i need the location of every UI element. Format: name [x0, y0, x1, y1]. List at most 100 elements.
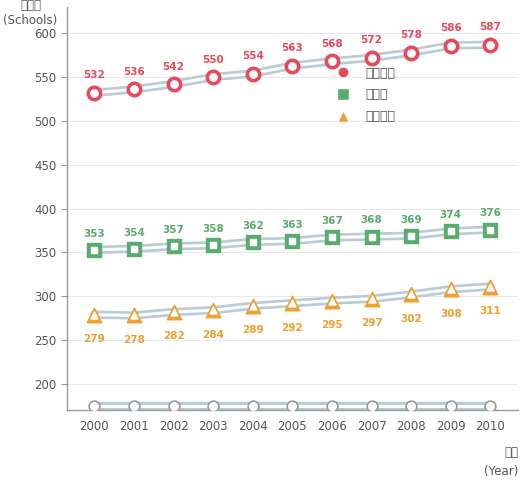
Text: 572: 572 — [361, 36, 383, 45]
Text: 578: 578 — [400, 30, 422, 40]
Point — [486, 402, 495, 409]
Text: 563: 563 — [281, 43, 303, 53]
Point — [90, 311, 99, 318]
Point — [368, 54, 376, 61]
Point — [288, 300, 297, 307]
Point — [209, 241, 217, 249]
Text: 363: 363 — [281, 220, 303, 230]
Text: 369: 369 — [401, 215, 422, 225]
Text: 376: 376 — [479, 208, 501, 218]
Point — [328, 58, 336, 65]
Point — [328, 402, 336, 409]
Point — [130, 312, 138, 319]
Text: 278: 278 — [123, 335, 145, 345]
Point — [90, 89, 99, 96]
Point — [170, 242, 178, 250]
Point — [368, 54, 376, 61]
Point — [447, 285, 455, 293]
Point — [90, 89, 99, 96]
Point — [248, 238, 257, 246]
Point — [407, 290, 415, 298]
Point — [486, 283, 495, 290]
Text: 554: 554 — [242, 51, 264, 61]
Text: 532: 532 — [83, 71, 105, 80]
Text: 297: 297 — [361, 318, 382, 328]
Point — [288, 62, 297, 70]
Point — [170, 242, 178, 250]
Point — [447, 42, 455, 49]
Point — [248, 402, 257, 409]
Point — [368, 402, 376, 409]
Text: 587: 587 — [479, 22, 501, 32]
Text: 358: 358 — [202, 224, 224, 234]
Point — [90, 246, 99, 253]
Point — [447, 285, 455, 293]
Point — [248, 70, 257, 77]
Text: 302: 302 — [400, 314, 422, 324]
Point — [90, 402, 99, 409]
Point — [248, 302, 257, 310]
Point — [407, 402, 415, 409]
Point — [288, 300, 297, 307]
Point — [209, 306, 217, 314]
Point — [486, 283, 495, 290]
Legend: 초등학교, 중학교, 고등학교: 초등학교, 중학교, 고등학교 — [326, 61, 401, 128]
Point — [486, 226, 495, 233]
Text: 550: 550 — [202, 55, 224, 65]
Point — [209, 306, 217, 314]
Point — [209, 402, 217, 409]
Text: 357: 357 — [163, 225, 184, 235]
Point — [288, 62, 297, 70]
Point — [170, 308, 178, 316]
Text: 353: 353 — [83, 228, 105, 239]
Point — [248, 302, 257, 310]
Point — [407, 48, 415, 56]
Point — [209, 73, 217, 81]
Text: 292: 292 — [281, 323, 303, 333]
Point — [130, 402, 138, 409]
Text: 284: 284 — [202, 330, 224, 340]
Text: 354: 354 — [123, 228, 145, 238]
Text: 282: 282 — [163, 331, 184, 341]
Point — [130, 245, 138, 252]
Point — [90, 246, 99, 253]
Point — [328, 297, 336, 304]
Point — [368, 233, 376, 240]
Text: 367: 367 — [321, 216, 343, 227]
Y-axis label: 학교수
(Schools): 학교수 (Schools) — [3, 0, 58, 27]
Point — [130, 245, 138, 252]
Point — [447, 42, 455, 49]
Text: 295: 295 — [321, 320, 343, 330]
Point — [486, 226, 495, 233]
Point — [209, 241, 217, 249]
Point — [170, 402, 178, 409]
Point — [486, 41, 495, 48]
Point — [288, 237, 297, 245]
Point — [248, 238, 257, 246]
Point — [248, 70, 257, 77]
Point — [407, 232, 415, 240]
Point — [407, 290, 415, 298]
Text: 311: 311 — [479, 306, 501, 316]
Point — [209, 73, 217, 81]
Point — [447, 402, 455, 409]
Point — [486, 41, 495, 48]
Text: (Year): (Year) — [484, 465, 518, 478]
Point — [130, 85, 138, 93]
Point — [407, 232, 415, 240]
Point — [328, 234, 336, 241]
Point — [90, 311, 99, 318]
Point — [368, 233, 376, 240]
Point — [130, 312, 138, 319]
Point — [368, 295, 376, 303]
Text: 368: 368 — [361, 216, 382, 226]
Point — [288, 402, 297, 409]
Point — [447, 228, 455, 235]
Text: 374: 374 — [440, 210, 461, 220]
Point — [328, 58, 336, 65]
Point — [130, 85, 138, 93]
Text: 연도: 연도 — [504, 446, 518, 459]
Point — [328, 234, 336, 241]
Point — [170, 80, 178, 88]
Point — [447, 228, 455, 235]
